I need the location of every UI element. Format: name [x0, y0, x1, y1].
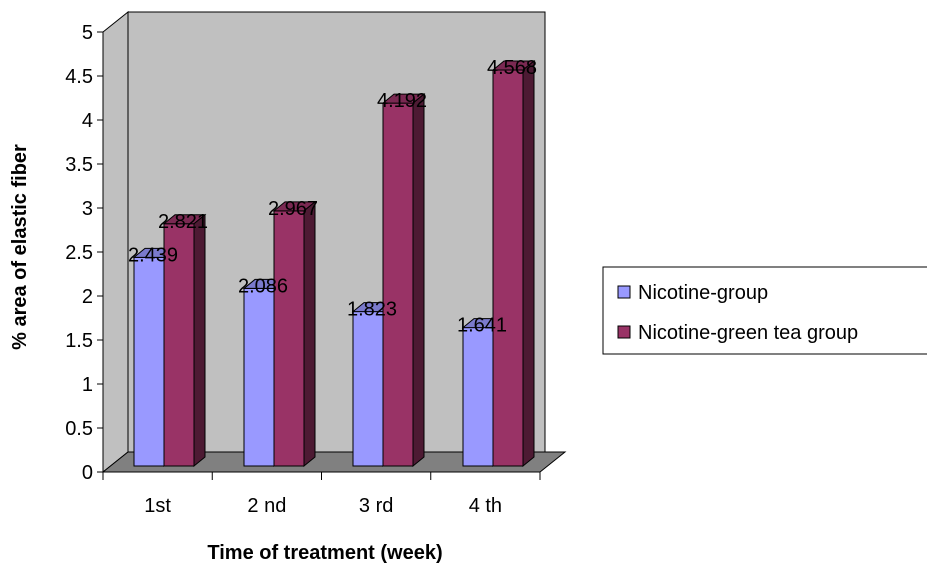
- data-label: 1.823: [347, 299, 397, 321]
- bar: [272, 200, 317, 468]
- bar-front: [352, 311, 384, 467]
- data-label: 2.086: [238, 275, 288, 297]
- bar-side: [522, 59, 535, 468]
- y-tick-label: 5: [82, 22, 93, 44]
- x-tick-label: 3 rd: [359, 495, 393, 517]
- y-tick-label: 2.5: [65, 242, 93, 264]
- y-tick-label: 0.5: [65, 418, 93, 440]
- x-tick-label: 2 nd: [247, 495, 286, 517]
- bar: [162, 213, 207, 468]
- legend-swatch-nicotine-green-tea-group: [617, 325, 631, 339]
- bar-side: [303, 200, 316, 468]
- bar: [491, 59, 536, 468]
- bar-front: [492, 69, 524, 467]
- bar-side: [412, 93, 425, 468]
- bar-front: [243, 287, 275, 467]
- y-tick-label: 0: [82, 462, 93, 484]
- y-tick-label: 1.5: [65, 330, 93, 352]
- legend-label-nicotine-green-tea-group: Nicotine-green tea group: [638, 322, 858, 344]
- y-axis-title: % area of elastic fiber: [9, 144, 31, 350]
- chart-bars: [132, 59, 536, 468]
- legend-label-nicotine-group: Nicotine-group: [638, 282, 768, 304]
- side-wall: [102, 10, 129, 474]
- data-label: 1.641: [457, 315, 507, 337]
- data-label: 2.439: [128, 244, 178, 266]
- legend: Nicotine-group Nicotine-green tea group: [602, 266, 927, 355]
- bar-front: [382, 102, 414, 467]
- bar: [381, 93, 426, 468]
- data-label: 2.821: [158, 211, 208, 233]
- bar-front: [163, 223, 195, 467]
- x-axis-title: Time of treatment (week): [207, 542, 442, 564]
- y-tick-label: 3.5: [65, 154, 93, 176]
- y-tick-label: 4: [82, 110, 93, 132]
- chart-data-labels: 2.439 2.086 1.823 1.641 2.821 2.967 4.192 4.568: [128, 57, 537, 337]
- bar-side: [193, 213, 206, 468]
- chart-axes: 0 0.5 1 1.5 2 2.5 3 3.5 4 4.5 5 1st 2 nd 3 rd 4 th: [65, 22, 541, 517]
- y-tick-label: 1: [82, 374, 93, 396]
- data-label: 4.568: [487, 57, 537, 79]
- y-tick-label: 2: [82, 286, 93, 308]
- data-label: 2.967: [268, 198, 318, 220]
- legend-box: [602, 266, 927, 355]
- x-tick-label: 1st: [144, 495, 171, 517]
- legend-swatch-nicotine-group: [617, 285, 631, 299]
- y-tick-label: 4.5: [65, 66, 93, 88]
- bar-front: [133, 256, 165, 467]
- x-tick-label: 4 th: [469, 495, 502, 517]
- y-tick-label: 3: [82, 198, 93, 220]
- data-label: 4.192: [377, 90, 427, 112]
- bar-front: [462, 327, 494, 467]
- bar-front: [273, 210, 305, 467]
